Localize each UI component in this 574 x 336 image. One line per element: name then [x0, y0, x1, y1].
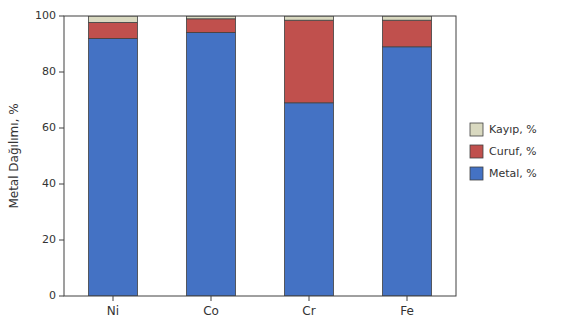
- bar-segment: [187, 33, 236, 296]
- y-tick-label: 40: [42, 177, 56, 190]
- legend-label: Metal, %: [489, 167, 537, 180]
- plot-frame: [64, 16, 456, 296]
- legend-swatch: [470, 167, 483, 180]
- y-tick-label: 80: [42, 65, 56, 78]
- x-tick: [407, 296, 408, 301]
- x-tick: [113, 296, 114, 301]
- x-tick-label: Cr: [302, 304, 315, 318]
- y-tick: [59, 128, 64, 129]
- y-tick: [59, 296, 64, 297]
- bar-segment: [383, 47, 432, 296]
- y-tick-label: 20: [42, 233, 56, 246]
- bar-segment: [89, 38, 138, 296]
- bar-segment: [285, 16, 334, 20]
- y-tick: [59, 16, 64, 17]
- y-tick-label: 0: [49, 289, 56, 302]
- y-tick: [59, 72, 64, 73]
- legend-label: Curuf, %: [489, 145, 536, 158]
- y-tick-label: 100: [35, 9, 56, 22]
- legend-swatch: [470, 145, 483, 158]
- bars: [89, 16, 432, 296]
- bar-segment: [89, 22, 138, 38]
- y-tick-label: 60: [42, 121, 56, 134]
- legend: Kayıp, % Curuf, % Metal, %: [470, 123, 537, 180]
- legend-label: Kayıp, %: [489, 123, 537, 136]
- x-tick: [309, 296, 310, 301]
- bar-segment: [383, 20, 432, 47]
- bar-segment: [187, 19, 236, 33]
- bar-segment: [285, 103, 334, 296]
- chart-container: 0 20 40 60 80 100 Ni Co Cr Fe Metal Dağılımı, % Kay…: [0, 0, 574, 336]
- bar-segment: [285, 20, 334, 103]
- x-tick: [211, 296, 212, 301]
- x-tick-label: Co: [203, 304, 219, 318]
- y-axis-label: Metal Dağılımı, %: [7, 103, 21, 208]
- x-tick-label: Fe: [400, 304, 414, 318]
- x-tick-label: Ni: [107, 304, 119, 318]
- bar-segment: [383, 16, 432, 20]
- y-tick: [59, 240, 64, 241]
- bar-segment: [89, 16, 138, 22]
- legend-swatch: [470, 123, 483, 136]
- chart-svg: 0 20 40 60 80 100 Ni Co Cr Fe Metal Dağılımı, % Kay…: [0, 0, 574, 336]
- y-tick: [59, 184, 64, 185]
